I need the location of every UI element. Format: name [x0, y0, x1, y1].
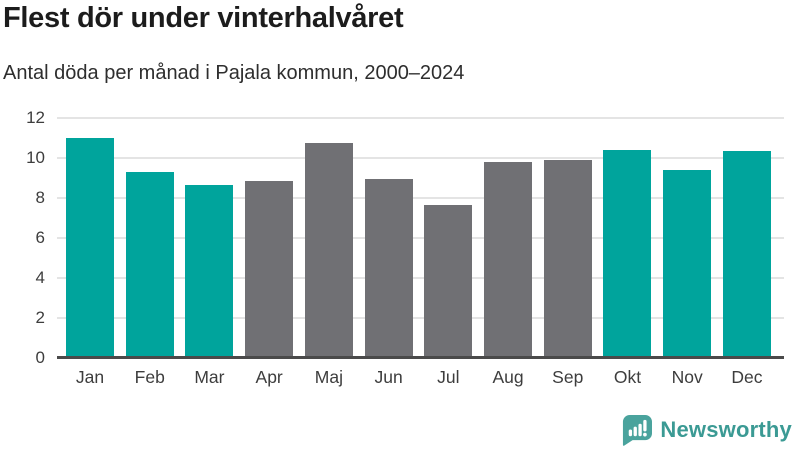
- bar-jan: [66, 138, 114, 358]
- gridline: [57, 117, 784, 119]
- y-tick-label: 10: [26, 148, 45, 167]
- x-tick-label: Sep: [552, 367, 584, 387]
- gridline: [57, 157, 784, 159]
- bar-jul: [424, 205, 473, 358]
- x-tick-label: Apr: [255, 367, 283, 387]
- y-tick-label: 0: [35, 348, 45, 367]
- bar-jun: [364, 179, 413, 358]
- x-tick-label: Feb: [134, 367, 165, 387]
- x-tick-label: Dec: [731, 367, 763, 387]
- y-tick-label: 2: [35, 308, 45, 327]
- gridline: [57, 237, 784, 239]
- bar-aug: [484, 162, 533, 358]
- bar-apr: [245, 181, 294, 358]
- x-axis-labels: Jan Feb Mar Apr Maj Jun Jul Aug Sep Okt Nov Dec: [0, 367, 800, 391]
- y-axis-labels: 0 2 4 6 8 10 12: [0, 108, 45, 367]
- bar-sep: [543, 160, 592, 358]
- bar-dec: [722, 151, 771, 358]
- x-tick-label: Nov: [671, 367, 703, 387]
- y-tick-label: 4: [35, 268, 45, 287]
- x-axis-line: [57, 356, 784, 359]
- x-tick-label: Jan: [75, 367, 105, 387]
- bar-mar: [185, 185, 234, 358]
- chart-title: Flest dör under vinterhalvåret: [3, 2, 404, 34]
- gridline: [57, 197, 784, 199]
- brand-footer: Newsworthy: [621, 413, 792, 446]
- x-tick-label: Maj: [314, 367, 343, 387]
- newsworthy-logo-icon: [623, 414, 653, 446]
- gridline: [57, 277, 784, 279]
- x-tick-label: Mar: [194, 367, 225, 387]
- gridline: [57, 317, 784, 319]
- bar-nov: [663, 170, 712, 358]
- x-tick-label: Aug: [492, 367, 524, 387]
- chart-subtitle: Antal döda per månad i Pajala kommun, 20…: [3, 62, 465, 84]
- brand-name: Newsworthy: [660, 416, 792, 442]
- y-tick-label: 6: [35, 228, 45, 247]
- bar-maj: [304, 143, 353, 358]
- y-tick-label: 8: [35, 188, 45, 207]
- bar-okt: [603, 150, 652, 358]
- x-tick-label: Okt: [613, 367, 642, 387]
- bar-feb: [125, 172, 174, 358]
- y-tick-label: 12: [26, 108, 45, 127]
- x-tick-label: Jun: [374, 367, 403, 387]
- plot-area: [57, 117, 784, 359]
- x-tick-label: Jul: [437, 367, 460, 387]
